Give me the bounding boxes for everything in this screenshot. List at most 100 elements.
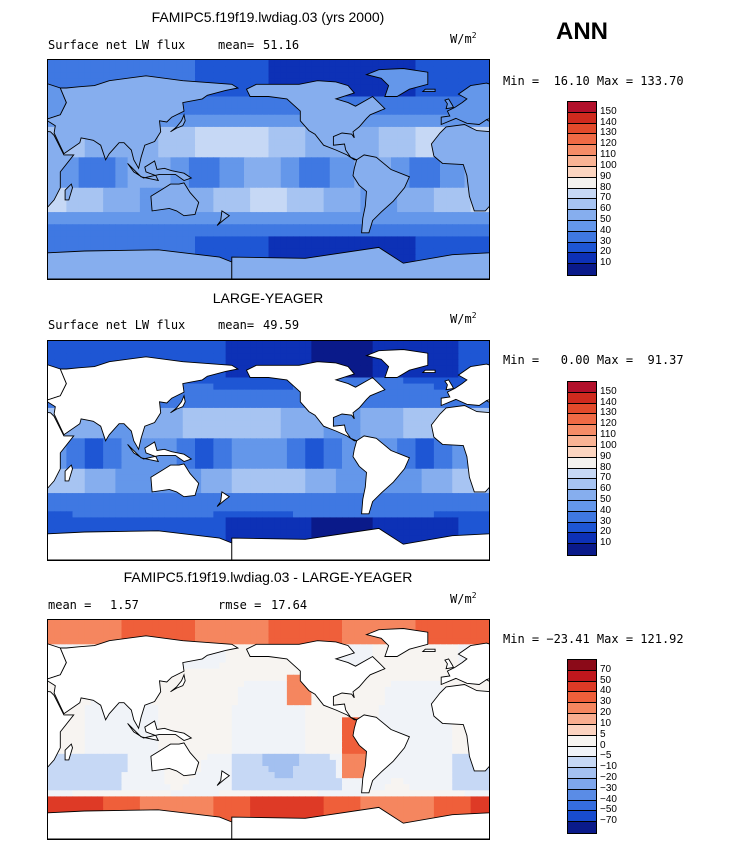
map-field-cell	[244, 66, 251, 73]
map-field-cell	[317, 224, 325, 231]
map-field-cell	[225, 145, 233, 152]
map-field-cell	[237, 84, 245, 92]
map-field-cell	[225, 242, 233, 250]
map-field-cell	[262, 383, 270, 391]
map-field-cell	[354, 432, 361, 439]
map-field-cell	[164, 120, 172, 128]
map-field-cell	[201, 212, 208, 219]
map-field-cell	[84, 432, 92, 439]
map-field-cell	[293, 462, 300, 470]
map-field-cell	[329, 341, 337, 348]
map-field-cell	[225, 371, 233, 379]
map-field-cell	[158, 72, 165, 79]
map-field-cell	[158, 444, 165, 452]
map-field-cell	[109, 193, 116, 201]
map-field-cell	[293, 126, 300, 134]
map-field-cell	[231, 236, 239, 244]
map-field-cell	[433, 84, 441, 92]
map-field-cell	[286, 407, 294, 415]
map-field-cell	[268, 114, 276, 122]
map-field-cell	[231, 377, 239, 385]
map-field-cell	[66, 444, 74, 452]
map-field-cell	[250, 72, 257, 79]
map-field-cell	[115, 163, 123, 171]
map-field-cell	[244, 407, 251, 415]
map-field-cell	[201, 224, 208, 231]
map-field-cell	[213, 414, 221, 421]
map-field-cell	[201, 114, 208, 122]
map-field-cell	[84, 218, 92, 225]
map-field-cell	[250, 193, 257, 201]
map-field-cell	[195, 517, 202, 525]
map-field-cell	[415, 347, 423, 354]
map-field-cell	[421, 383, 429, 391]
map-field-cell	[397, 480, 404, 488]
map-field-cell	[115, 444, 123, 452]
map-field-cell	[415, 426, 423, 433]
map-field-cell	[378, 438, 386, 446]
map-field-cell	[446, 242, 453, 250]
map-field-cell	[244, 432, 251, 439]
map-field-cell	[323, 426, 331, 433]
continent-asia	[48, 75, 240, 170]
map-field-cell	[225, 407, 233, 415]
map-field-cell	[421, 193, 429, 201]
map-field-cell	[286, 511, 294, 519]
map-field-cell	[360, 133, 368, 140]
map-field-cell	[139, 505, 147, 512]
map-field-cell	[311, 487, 319, 494]
map-field-cell	[329, 169, 337, 177]
map-field-cell	[433, 193, 441, 201]
map-field-cell	[164, 163, 172, 171]
map-field-cell	[250, 199, 257, 207]
map-field-cell	[452, 347, 459, 354]
map-field-cell	[409, 193, 417, 201]
map-field-cell	[329, 499, 337, 506]
map-field-cell	[182, 529, 190, 537]
map-field-cell	[464, 493, 472, 500]
map-field-cell	[293, 199, 300, 207]
map-field-cell	[446, 480, 453, 488]
map-field-cell	[366, 145, 374, 152]
map-field-cell	[201, 187, 208, 195]
continent-australia	[150, 182, 200, 217]
map-field-cell	[299, 432, 306, 439]
map-field-cell	[415, 383, 423, 391]
map-field-cell	[415, 199, 423, 207]
map-field-cell	[433, 187, 441, 195]
map-field-cell	[464, 480, 472, 488]
map-field-cell	[446, 468, 453, 476]
map-field-cell	[182, 218, 190, 225]
map-field-cell	[391, 407, 398, 415]
map-field-cell	[391, 108, 398, 116]
map-field-cell	[329, 523, 337, 531]
map-field-cell	[342, 169, 349, 177]
map-field-cell	[329, 187, 337, 195]
map-field-cell	[164, 432, 172, 439]
map-field-cell	[225, 353, 233, 360]
map-field-cell	[293, 242, 300, 250]
map-field-cell	[286, 499, 294, 506]
map-field-cell	[342, 133, 349, 140]
map-field-cell	[207, 193, 214, 201]
map-field-cell	[146, 505, 153, 512]
map-field-cell	[182, 420, 190, 427]
map-field-cell	[409, 230, 417, 238]
map-field-cell	[433, 359, 441, 366]
map-field-cell	[219, 145, 227, 152]
map-field-cell	[225, 426, 233, 433]
map-field-cell	[244, 462, 251, 470]
map-field-cell	[446, 444, 453, 452]
map-field-cell	[415, 254, 423, 262]
map-field-cell	[176, 72, 184, 79]
map-field-cell	[397, 383, 404, 391]
map-field-cell	[440, 499, 447, 506]
map-field-cell	[482, 523, 489, 531]
map-field-cell	[293, 395, 300, 403]
map-field-cell	[262, 133, 270, 140]
map-field-cell	[48, 517, 55, 525]
colorbar-swatch	[568, 210, 596, 221]
map-field-cell	[305, 181, 312, 189]
map-field-cell	[299, 450, 306, 458]
map-field-cell	[427, 139, 435, 146]
